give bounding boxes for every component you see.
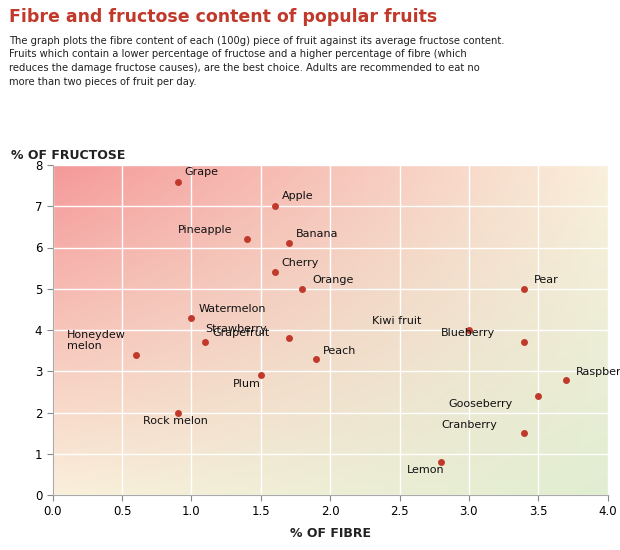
Text: Apple: Apple	[281, 191, 313, 201]
Text: Pear: Pear	[534, 276, 559, 285]
Text: Plum: Plum	[233, 378, 261, 388]
Text: Pineapple: Pineapple	[177, 225, 232, 235]
Text: Rock melon: Rock melon	[143, 416, 208, 426]
Text: Watermelon: Watermelon	[198, 304, 266, 313]
Text: Strawberry: Strawberry	[205, 324, 267, 334]
Text: Lemon: Lemon	[407, 465, 444, 475]
Text: Peach: Peach	[323, 345, 356, 356]
Text: Blueberry: Blueberry	[441, 328, 495, 338]
X-axis label: % OF FIBRE: % OF FIBRE	[290, 527, 371, 540]
Text: Orange: Orange	[312, 276, 353, 285]
Text: Honeydew
melon: Honeydew melon	[66, 330, 125, 351]
Text: Banana: Banana	[296, 229, 338, 239]
Text: Fibre and fructose content of popular fruits: Fibre and fructose content of popular fr…	[9, 8, 438, 26]
Text: Cherry: Cherry	[281, 258, 319, 268]
Text: Grape: Grape	[185, 167, 218, 177]
Text: The graph plots the fibre content of each (100g) piece of fruit against its aver: The graph plots the fibre content of eac…	[9, 36, 505, 86]
Text: % OF FRUCTOSE: % OF FRUCTOSE	[11, 148, 125, 162]
Text: Grapefruit: Grapefruit	[212, 328, 270, 338]
Text: Gooseberry: Gooseberry	[448, 399, 512, 409]
Text: Raspberry: Raspberry	[576, 367, 620, 377]
Text: Cranberry: Cranberry	[441, 420, 497, 430]
Text: Kiwi fruit: Kiwi fruit	[372, 316, 421, 326]
